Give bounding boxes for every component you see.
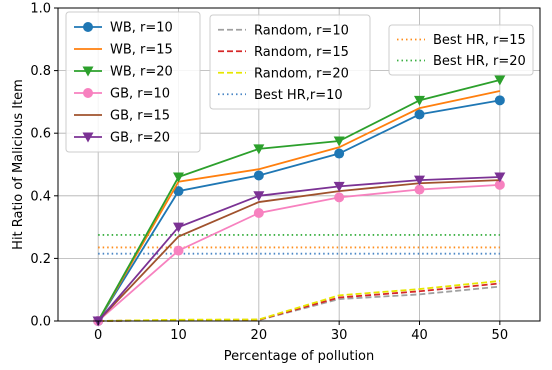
series-line: [97, 176, 500, 322]
data-point: [494, 95, 505, 106]
data-point: [334, 148, 345, 159]
legend-marker: [83, 88, 93, 98]
legend-marker: [82, 66, 94, 77]
data-point: [173, 172, 184, 183]
axis-ticks: 0 10 20 30 40 50 0.0 0.2 0.4 0.6 0.8 1.0: [30, 2, 508, 344]
data-point: [334, 192, 345, 203]
series-layer: [92, 75, 506, 327]
legend-label: Random, r=20: [254, 66, 349, 81]
series-line: [97, 99, 500, 322]
x-axis-label: Percentage of pollution: [224, 349, 375, 364]
y-tick-label: 0.8: [30, 64, 51, 79]
series-line: [97, 183, 500, 322]
legend-box: [65, 11, 201, 153]
legend-label: Best HR, r=15: [433, 33, 526, 48]
legend-label: GB, r=15: [110, 109, 170, 124]
plot-frame: [57, 7, 541, 322]
series-random-r-15: [98, 282, 500, 322]
legend-label: GB, r=20: [110, 131, 170, 146]
legend-marker: [83, 22, 93, 32]
legend-label: WB, r=20: [110, 65, 173, 80]
data-point: [494, 75, 506, 86]
x-tick-label: 20: [251, 328, 268, 343]
series-gb-r-10: [93, 179, 505, 326]
legends: WB, r=10 WB, r=15 WB, r=20 GB, r=10 GB, r=15…: [65, 11, 534, 153]
series-line: [98, 280, 500, 322]
data-point: [414, 109, 425, 120]
legend-top-left: WB, r=10 WB, r=15 WB, r=20 GB, r=10 GB, r=15…: [65, 11, 201, 153]
y-tick-label: 0.2: [30, 252, 51, 267]
legend-label: GB, r=10: [110, 87, 170, 102]
x-tick-label: 0: [94, 328, 102, 343]
legend-label: Random, r=15: [254, 45, 349, 60]
legend-label: Best HR, r=20: [433, 54, 526, 69]
series-line: [97, 179, 500, 322]
series-line: [98, 282, 500, 322]
data-point: [173, 222, 184, 233]
legend-marker: [82, 132, 94, 143]
legend-top-right: Best HR, r=15 Best HR, r=20: [388, 24, 534, 76]
legend-label: Random, r=10: [254, 23, 349, 38]
series-line: [97, 79, 501, 322]
data-point: [253, 144, 265, 155]
x-tick-label: 50: [492, 328, 509, 343]
data-point: [494, 179, 505, 190]
legend-box: [388, 24, 534, 76]
series-line: [98, 285, 500, 322]
series-wb-r-15: [97, 90, 501, 322]
data-point: [414, 95, 425, 106]
data-point: [414, 175, 425, 186]
data-point: [494, 172, 506, 183]
data-point: [333, 136, 345, 147]
legend-label: WB, r=15: [110, 43, 173, 58]
y-tick-label: 0.4: [30, 189, 51, 204]
data-point: [253, 170, 264, 181]
series-gb-r-20: [92, 172, 506, 327]
data-point: [173, 245, 184, 256]
legend-box: [209, 14, 371, 110]
data-point: [253, 208, 264, 219]
x-tick-label: 10: [170, 328, 187, 343]
y-tick-label: 0.0: [30, 315, 51, 330]
data-point: [414, 184, 425, 195]
series-line: [97, 90, 501, 322]
data-point: [173, 186, 184, 197]
y-tick-label: 0.6: [30, 127, 51, 142]
y-axis-label: Hit Ratio of Malicious Item: [11, 79, 26, 250]
data-point: [333, 181, 345, 192]
y-tick-label: 1.0: [30, 2, 51, 17]
legend-label: WB, r=10: [110, 21, 173, 36]
series-random-r-10: [98, 285, 500, 322]
series-gb-r-15: [97, 179, 500, 322]
series-random-r-20: [98, 280, 500, 322]
data-point: [253, 191, 265, 202]
legend-label: Best HR,r=10: [254, 88, 343, 103]
legend-top-center: Random, r=10 Random, r=15 Random, r=20 Best…: [209, 14, 371, 110]
x-tick-label: 40: [411, 328, 428, 343]
x-tick-label: 30: [331, 328, 348, 343]
